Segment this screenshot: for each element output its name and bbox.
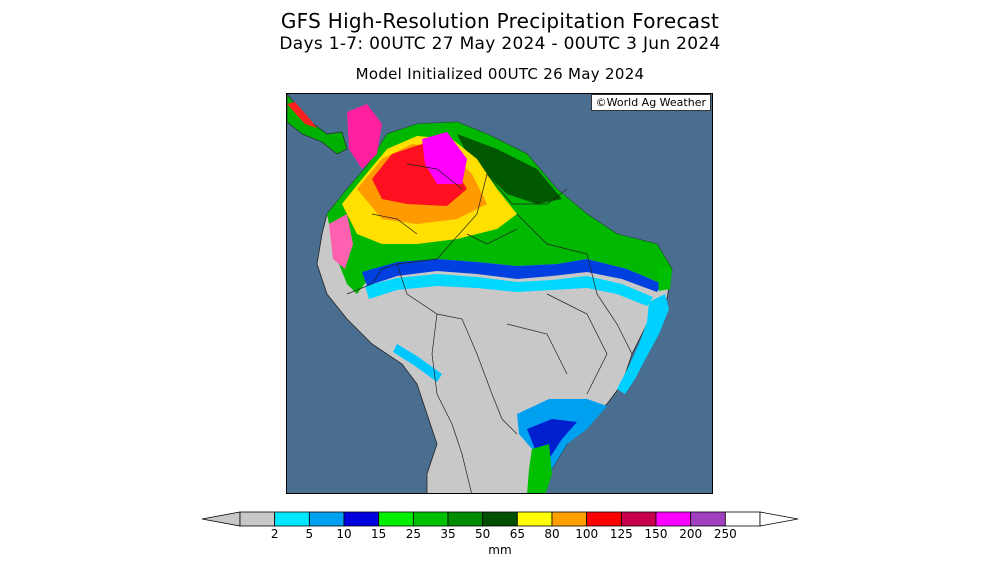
model-init-time: Model Initialized 00UTC 26 May 2024 <box>355 65 645 83</box>
rain-zone-pink-coast <box>329 214 353 269</box>
legend-swatch <box>655 511 692 527</box>
legend-swatch <box>378 511 414 527</box>
legend-swatch <box>620 511 657 527</box>
rain-zone-magenta-west <box>347 104 382 169</box>
color-legend <box>0 508 1000 562</box>
rain-band-cyan <box>365 274 653 306</box>
legend-swatch <box>690 511 726 527</box>
legend-swatch <box>724 511 761 527</box>
legend-tick-label: 5 <box>305 527 314 541</box>
country-borders <box>346 163 633 493</box>
legend-swatch <box>586 511 622 527</box>
legend-tick-label: 35 <box>440 527 456 541</box>
central-america-land <box>287 94 348 155</box>
map-graphic <box>287 94 673 493</box>
legend-tick-label: 150 <box>644 527 668 541</box>
map-title: GFS High-Resolution Precipitation Foreca… <box>280 9 720 33</box>
rain-band-blue <box>362 259 662 292</box>
legend-tick-label: 80 <box>544 527 560 541</box>
legend-arrow-left <box>201 511 241 527</box>
legend-swatch <box>551 511 588 527</box>
legend-swatch <box>412 511 449 527</box>
legend-tick-label: 200 <box>679 527 703 541</box>
legend-swatch <box>447 511 484 527</box>
rain-zone-magenta <box>422 132 467 184</box>
rain-zone-darkgreen <box>457 134 562 204</box>
legend-bar <box>201 511 799 527</box>
legend-swatch <box>239 511 276 527</box>
legend-tick-label: 2 <box>270 527 279 541</box>
legend-tick-label: 250 <box>713 527 737 541</box>
legend-tick-label: 50 <box>475 527 491 541</box>
rain-zone-south-green <box>527 444 552 493</box>
legend-swatch <box>308 511 345 527</box>
legend-swatch <box>482 511 518 527</box>
legend-tick-label: 100 <box>575 527 599 541</box>
credit-label: ©World Ag Weather <box>590 94 711 111</box>
precipitation-map: ©World Ag Weather <box>286 93 713 494</box>
legend-tick-label: 25 <box>405 527 421 541</box>
legend-tick-label: 125 <box>609 527 633 541</box>
pacific-rain-streak <box>393 344 442 382</box>
forecast-period: Days 1-7: 00UTC 27 May 2024 - 00UTC 3 Ju… <box>279 34 721 54</box>
legend-unit: mm <box>488 543 512 557</box>
legend-tick-label: 10 <box>336 527 352 541</box>
legend-swatch <box>516 511 553 527</box>
legend-tick-label: 15 <box>371 527 387 541</box>
rain-band-east-coast <box>617 294 669 394</box>
rain-band-east-green <box>657 264 672 291</box>
legend-arrow-right <box>759 511 799 527</box>
legend-swatch <box>343 511 380 527</box>
legend-swatch <box>274 511 310 527</box>
legend-tick-label: 65 <box>509 527 525 541</box>
central-america-rain <box>287 102 317 128</box>
